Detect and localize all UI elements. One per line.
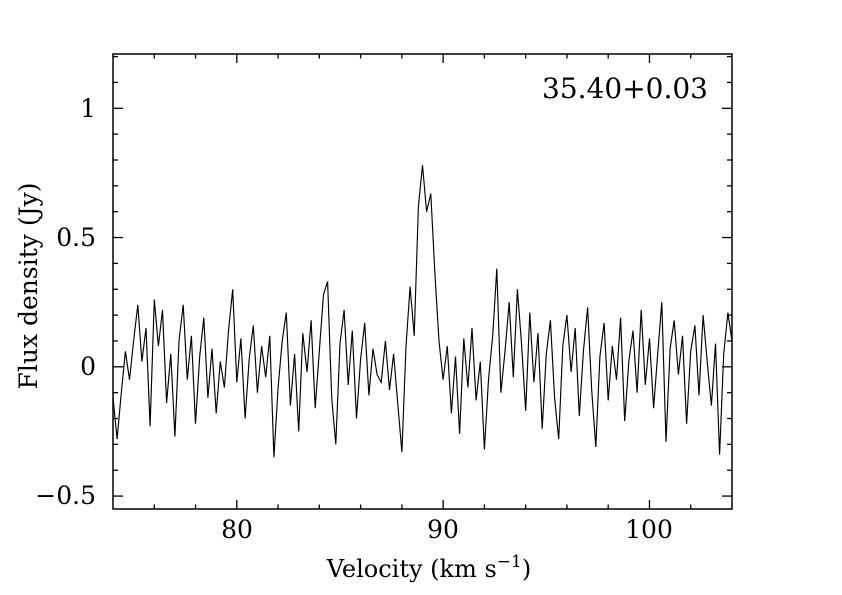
x-tick-label-80: 80	[221, 515, 253, 544]
y-tick-label-0-5: 0.5	[56, 223, 96, 252]
x-axis-title-main: Velocity (km s	[326, 555, 497, 583]
spectrum-line	[112, 165, 733, 458]
y-tick-label-1: 1	[80, 94, 96, 123]
y-axis-title: Flux density (Jy)	[14, 183, 43, 390]
x-axis-title: Velocity (km s−1)	[326, 552, 531, 583]
y-tick-label-0: 0	[80, 352, 96, 381]
x-tick-label-90: 90	[427, 515, 459, 544]
x-axis-title-close: )	[522, 555, 531, 583]
plot-frame	[112, 53, 733, 510]
source-name-annotation: 35.40+0.03	[542, 72, 708, 105]
y-tick-label-neg0-5: −0.5	[35, 481, 96, 510]
x-tick-label-100: 100	[625, 515, 673, 544]
axis-ticks	[113, 54, 732, 509]
x-axis-title-superscript: −1	[497, 552, 522, 572]
